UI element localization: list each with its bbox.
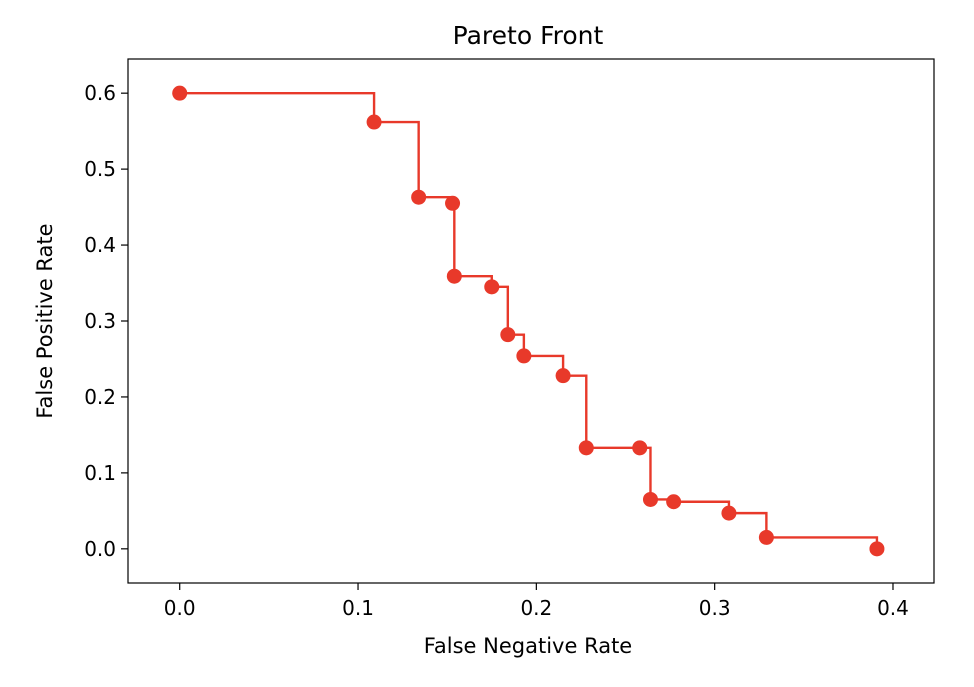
plot-area-frame — [127, 58, 935, 584]
y-axis: 0.0 0.1 0.2 0.3 0.4 0.5 0.6 — [84, 81, 128, 561]
pareto-point — [758, 529, 774, 545]
pareto-point — [366, 114, 382, 130]
x-tick-label: 0.2 — [520, 596, 552, 620]
pareto-point — [446, 268, 462, 284]
pareto-point — [445, 195, 461, 211]
pareto-point — [869, 541, 885, 557]
y-tick-label: 0.6 — [84, 81, 116, 105]
pareto-point — [632, 440, 648, 456]
pareto-point — [500, 327, 516, 343]
y-tick-label: 0.0 — [84, 537, 116, 561]
pareto-point — [516, 348, 532, 364]
pareto-point — [578, 440, 594, 456]
y-tick-label: 0.4 — [84, 233, 116, 257]
x-tick-label: 0.0 — [164, 596, 196, 620]
y-tick-label: 0.2 — [84, 385, 116, 409]
y-axis-label: False Positive Rate — [33, 223, 57, 418]
x-axis: 0.0 0.1 0.2 0.3 0.4 — [164, 583, 909, 620]
pareto-point — [555, 368, 571, 384]
y-tick-label: 0.1 — [84, 461, 116, 485]
pareto-point — [721, 505, 737, 521]
x-tick-label: 0.1 — [342, 596, 374, 620]
pareto-step-line — [179, 91, 879, 549]
pareto-point — [484, 279, 500, 295]
x-tick-label: 0.3 — [699, 596, 731, 620]
pareto-point — [642, 491, 658, 507]
x-axis-label: False Negative Rate — [424, 634, 632, 658]
pareto-points — [172, 85, 885, 557]
y-tick-label: 0.5 — [84, 157, 116, 181]
pareto-point — [411, 189, 427, 205]
pareto-point — [172, 85, 188, 101]
pareto-point — [666, 494, 682, 510]
x-tick-label: 0.4 — [877, 596, 909, 620]
chart-title: Pareto Front — [453, 21, 604, 50]
y-tick-label: 0.3 — [84, 309, 116, 333]
